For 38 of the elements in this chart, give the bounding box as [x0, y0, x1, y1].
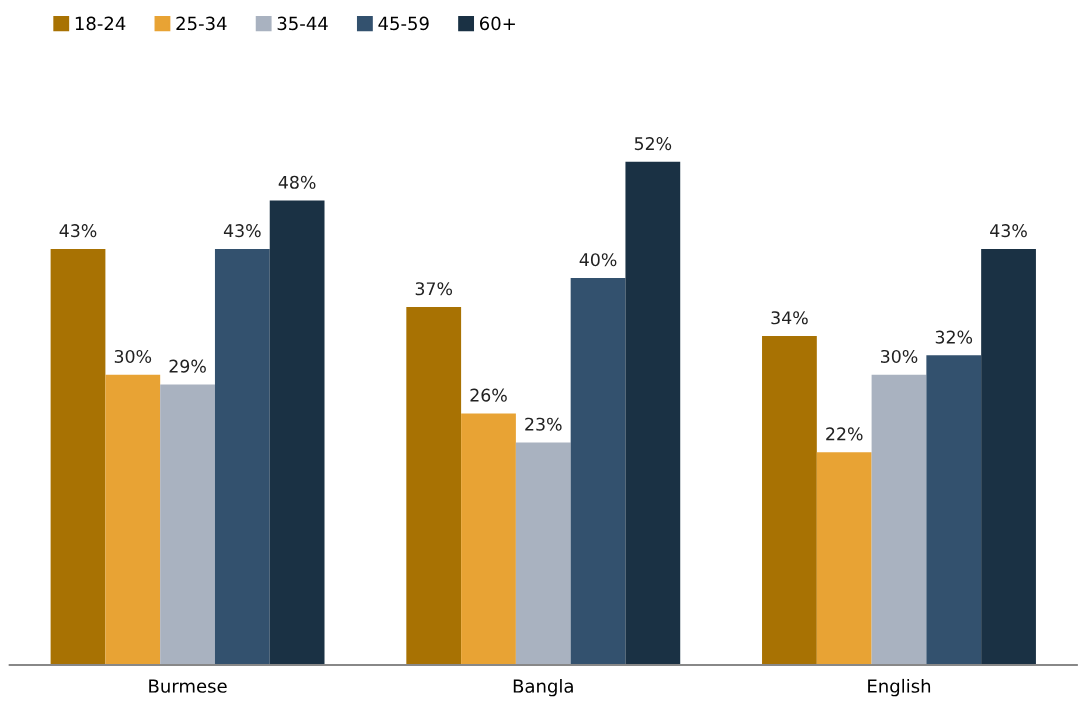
data-label: 22% [826, 427, 863, 441]
bar [570, 277, 626, 665]
legend-label: 18-24 [75, 16, 126, 31]
bar [981, 248, 1036, 665]
bar [625, 161, 681, 665]
bar [816, 452, 872, 665]
legend-label: 25-34 [176, 16, 227, 31]
bar [461, 413, 516, 665]
data-label: 32% [935, 330, 973, 344]
bar [105, 374, 161, 665]
data-label: 43% [59, 224, 97, 238]
data-label: 52% [634, 137, 672, 151]
data-label: 37% [415, 282, 453, 296]
data-label: 43% [990, 224, 1027, 238]
data-label: 48% [278, 175, 316, 189]
data-label: 29% [169, 359, 206, 373]
bar [926, 355, 982, 665]
bar [762, 336, 817, 665]
data-label: 34% [771, 311, 808, 325]
x-tick-label: Bangla [513, 678, 573, 697]
data-label: 30% [881, 349, 918, 364]
data-label: 26% [470, 388, 507, 402]
x-tick-label: English [868, 678, 931, 697]
data-label: 40% [579, 253, 617, 267]
data-label: 43% [223, 224, 261, 238]
bar [269, 200, 325, 665]
bar [871, 374, 927, 665]
data-label: 30% [114, 349, 152, 364]
bar [160, 384, 215, 665]
bar [50, 248, 106, 665]
x-tick-label: Burmese [149, 679, 227, 693]
bar [515, 442, 571, 665]
bar [214, 248, 270, 665]
legend-label: 35-44 [277, 16, 328, 31]
legend-label: 60+ [480, 16, 515, 31]
bar [406, 306, 462, 665]
data-label: 23% [525, 417, 562, 431]
legend-label: 45-59 [378, 16, 429, 31]
